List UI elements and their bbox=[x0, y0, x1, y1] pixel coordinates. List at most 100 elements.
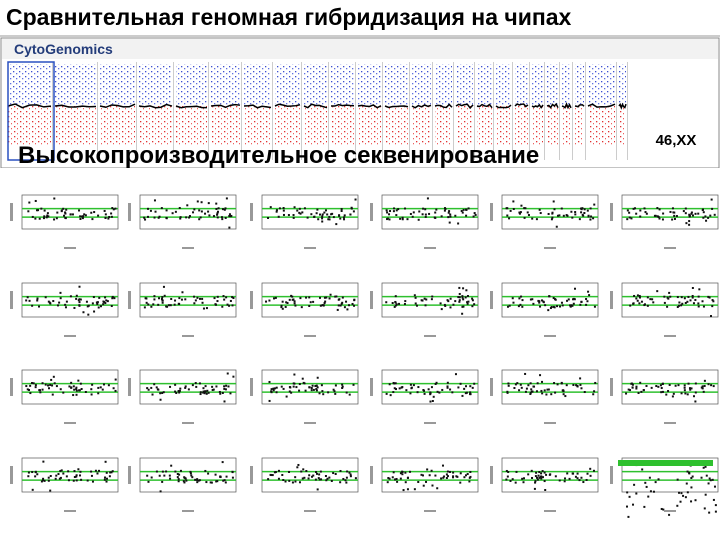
plot-point bbox=[321, 217, 324, 220]
plot-point bbox=[54, 477, 57, 480]
plot-caption bbox=[544, 335, 556, 337]
plot-point bbox=[111, 470, 114, 473]
strip-trend bbox=[574, 104, 585, 108]
plot-point bbox=[688, 220, 691, 223]
plot-point bbox=[449, 470, 452, 473]
plot-point bbox=[458, 286, 461, 289]
plot-point bbox=[592, 469, 595, 472]
plot-point bbox=[635, 492, 638, 495]
highlight-band bbox=[618, 460, 713, 466]
plot-point bbox=[425, 480, 428, 483]
plot-point bbox=[59, 297, 62, 300]
plot-point bbox=[647, 495, 650, 498]
plot-point bbox=[312, 300, 315, 303]
plot-point bbox=[471, 305, 474, 308]
plot-point bbox=[282, 207, 285, 210]
plot-frame bbox=[621, 194, 719, 230]
plot-point bbox=[188, 215, 191, 218]
plot-point bbox=[573, 287, 576, 290]
plot-point bbox=[227, 385, 230, 388]
plot-point bbox=[109, 471, 112, 474]
plot-point bbox=[345, 300, 348, 303]
strip-loss bbox=[435, 106, 452, 146]
plot-point bbox=[458, 296, 461, 299]
plot-point bbox=[295, 386, 298, 389]
strip-trend bbox=[476, 103, 493, 109]
plot-point bbox=[568, 477, 571, 480]
plot-point bbox=[446, 385, 449, 388]
plot-point bbox=[178, 473, 181, 476]
plot-point bbox=[80, 387, 83, 390]
plot-point bbox=[424, 208, 427, 211]
plot-point bbox=[223, 298, 226, 301]
plot-point bbox=[159, 398, 162, 401]
plot-point bbox=[525, 387, 528, 390]
plot-point bbox=[649, 490, 652, 493]
plot-point bbox=[675, 215, 678, 218]
plot-point bbox=[430, 298, 433, 301]
plot-point bbox=[229, 299, 232, 302]
plot-point bbox=[560, 301, 563, 304]
plot-point bbox=[413, 294, 416, 297]
plot-caption bbox=[664, 422, 676, 424]
plot-point bbox=[579, 383, 582, 386]
plot-point bbox=[151, 393, 154, 396]
plot-point bbox=[320, 478, 323, 481]
plot-point bbox=[223, 400, 226, 403]
plot-point bbox=[46, 212, 49, 215]
plot-point bbox=[447, 300, 450, 303]
plot-caption bbox=[424, 247, 436, 249]
plot-point bbox=[576, 472, 579, 475]
plot-point bbox=[183, 481, 186, 484]
plot-point bbox=[29, 392, 32, 395]
plot-point bbox=[46, 214, 49, 217]
plot-point bbox=[62, 472, 65, 475]
plot-point bbox=[277, 477, 280, 480]
plot-point bbox=[150, 476, 153, 479]
plot-point bbox=[200, 210, 203, 213]
plot-point bbox=[398, 302, 401, 305]
plot-point bbox=[187, 388, 190, 391]
plot-point bbox=[328, 476, 331, 479]
plot-point bbox=[70, 386, 73, 389]
strip-gain bbox=[619, 64, 626, 106]
plot-point bbox=[163, 474, 166, 477]
plot-point bbox=[689, 299, 692, 302]
plot-point bbox=[223, 385, 226, 388]
plot-point bbox=[47, 215, 50, 218]
strip-loss bbox=[588, 106, 615, 146]
plot-point bbox=[174, 390, 177, 393]
plot-point bbox=[78, 298, 81, 301]
plot-point bbox=[656, 215, 659, 218]
plot-point bbox=[627, 515, 630, 518]
plot-point bbox=[155, 470, 158, 473]
plot-point bbox=[39, 389, 42, 392]
plot-point bbox=[274, 471, 277, 474]
plot-point bbox=[519, 211, 522, 214]
plot-point bbox=[459, 481, 462, 484]
plot-point bbox=[341, 385, 344, 388]
plot-point bbox=[420, 299, 423, 302]
plot-point bbox=[441, 388, 444, 391]
plot-point bbox=[434, 382, 437, 385]
toolbar bbox=[2, 39, 718, 59]
plot-point bbox=[388, 213, 391, 216]
plot-point bbox=[58, 301, 61, 304]
plot-point bbox=[325, 296, 328, 299]
plot-point bbox=[34, 386, 37, 389]
plot-point bbox=[199, 297, 202, 300]
plot-point bbox=[95, 301, 98, 304]
plot-point bbox=[43, 479, 46, 482]
plot-point bbox=[522, 481, 525, 484]
plot-point bbox=[662, 508, 665, 511]
plot-point bbox=[78, 285, 81, 288]
plot-point bbox=[51, 384, 54, 387]
plot-point bbox=[205, 307, 208, 310]
plot-point bbox=[705, 219, 708, 222]
plot-point bbox=[417, 480, 420, 483]
plot-point bbox=[44, 296, 47, 299]
plot-point bbox=[464, 474, 467, 477]
plot-point bbox=[98, 469, 101, 472]
plot-point bbox=[652, 301, 655, 304]
plot-point bbox=[342, 216, 345, 219]
